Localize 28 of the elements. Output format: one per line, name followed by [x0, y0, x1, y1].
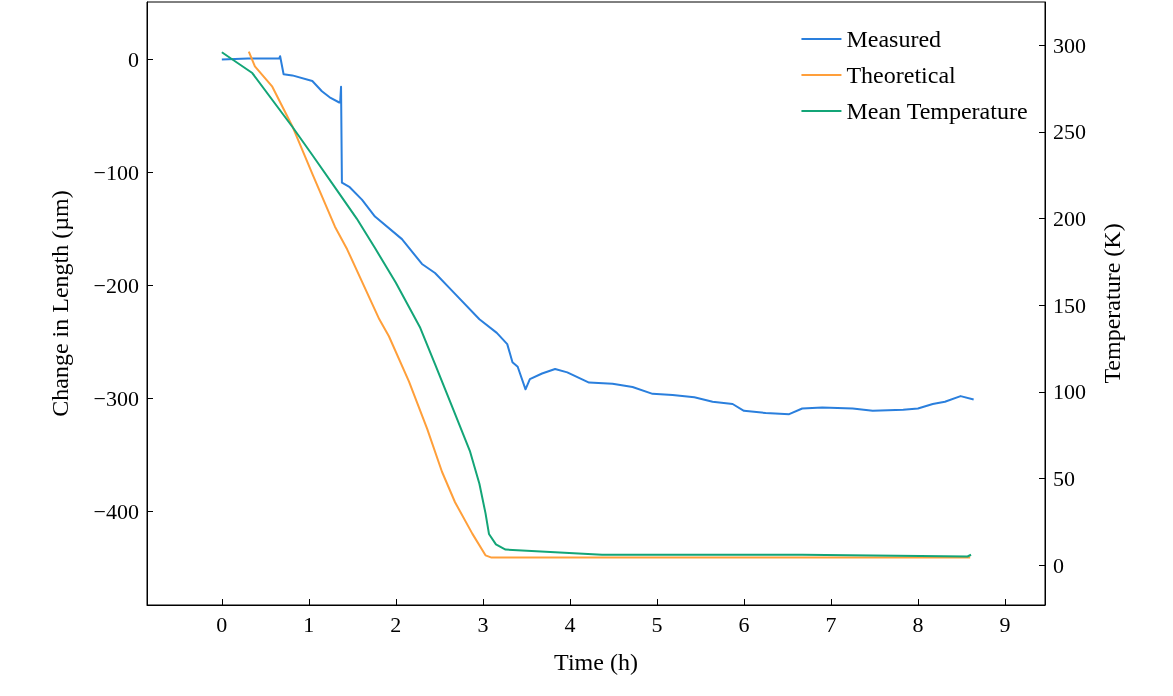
legend-label: Theoretical	[846, 62, 957, 88]
legend-label: Mean Temperature	[846, 98, 1028, 124]
y2-tick-label: 100	[1053, 379, 1086, 405]
y-axis-title: Change in Length (µm)	[47, 190, 73, 417]
y2-tick-label: 50	[1053, 466, 1075, 492]
x-tick-label: 9	[999, 611, 1011, 637]
x-tick-label: 4	[564, 611, 576, 637]
y-tick-label: 0	[128, 47, 139, 73]
y2-axis-title: Temperature (K)	[1099, 223, 1125, 384]
y2-tick-label: 200	[1053, 206, 1086, 232]
legend-label: Measured	[846, 26, 942, 52]
x-tick-label: 2	[390, 611, 402, 637]
x-tick-label: 7	[825, 611, 837, 637]
y-tick-label: −400	[93, 498, 139, 524]
y2-tick-label: 0	[1053, 552, 1064, 578]
y2-tick-label: 150	[1053, 292, 1086, 318]
x-tick-label: 0	[216, 611, 228, 637]
y-tick-label: −100	[93, 160, 139, 186]
x-tick-label: 3	[477, 611, 489, 637]
x-tick-label: 8	[912, 611, 924, 637]
x-tick-label: 6	[738, 611, 750, 637]
y-tick-label: −200	[93, 272, 139, 298]
y2-tick-label: 250	[1053, 119, 1086, 145]
x-tick-label: 1	[303, 611, 315, 637]
y2-tick-label: 300	[1053, 32, 1086, 58]
y-tick-label: −300	[93, 385, 139, 411]
x-axis-title: Time (h)	[554, 649, 638, 675]
x-tick-label: 5	[651, 611, 663, 637]
